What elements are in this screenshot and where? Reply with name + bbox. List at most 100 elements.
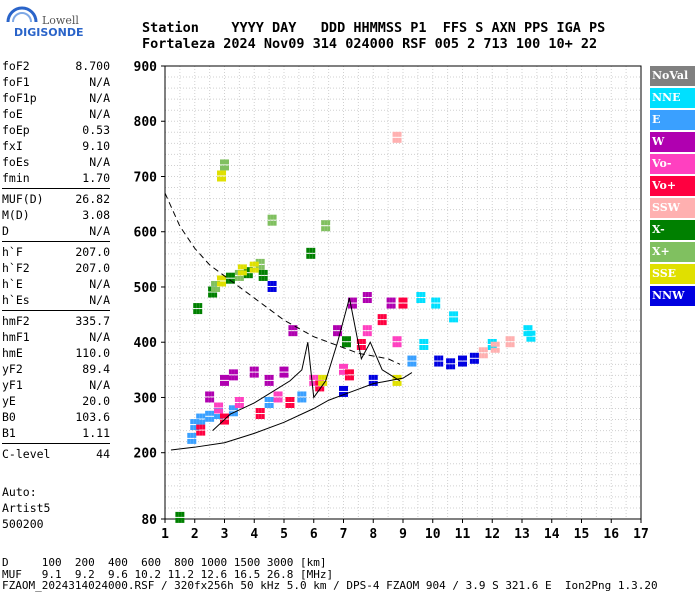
legend-item-x: X+ bbox=[650, 242, 695, 262]
param-name: foF1p bbox=[2, 91, 37, 105]
echo-point bbox=[217, 170, 221, 176]
echo-point bbox=[392, 342, 396, 348]
echo-point bbox=[324, 226, 328, 232]
echo-point bbox=[199, 303, 203, 309]
echo-point bbox=[425, 344, 429, 350]
echo-point bbox=[389, 303, 393, 309]
param-row: yF1 N/A bbox=[2, 377, 110, 393]
echo-point bbox=[217, 176, 221, 182]
echo-point bbox=[246, 267, 250, 273]
echo-point bbox=[434, 303, 438, 309]
echo-point bbox=[347, 336, 351, 342]
echo-point bbox=[214, 286, 218, 292]
echo-point bbox=[493, 341, 497, 347]
echo-point bbox=[202, 413, 206, 419]
echo-point bbox=[220, 176, 224, 182]
x-tick-label: 4 bbox=[250, 527, 258, 542]
param-row: D N/A bbox=[2, 223, 110, 239]
param-value: 110.0 bbox=[75, 346, 110, 360]
echo-point bbox=[449, 311, 453, 317]
echo-point bbox=[452, 364, 456, 370]
echo-point bbox=[217, 275, 221, 281]
echo-point bbox=[288, 396, 292, 402]
param-name: yF1 bbox=[2, 378, 23, 392]
echo-point bbox=[508, 342, 512, 348]
echo-point bbox=[240, 402, 244, 408]
echo-point bbox=[487, 338, 491, 344]
footer: D 100 200 400 600 800 1000 1500 3000 [km… bbox=[2, 557, 658, 592]
echo-point bbox=[350, 369, 354, 375]
echo-point bbox=[469, 358, 473, 364]
echo-point bbox=[392, 336, 396, 342]
echo-point bbox=[458, 361, 461, 367]
echo-point bbox=[321, 386, 325, 392]
echo-point bbox=[228, 369, 232, 375]
echo-point bbox=[419, 292, 423, 298]
param-name: foF1 bbox=[2, 75, 30, 89]
param-name: foEs bbox=[2, 155, 30, 169]
echo-point bbox=[345, 391, 348, 397]
echo-point bbox=[255, 372, 259, 378]
echo-point bbox=[493, 344, 497, 350]
echo-point bbox=[389, 297, 393, 303]
echo-point bbox=[211, 292, 215, 298]
echo-point bbox=[267, 396, 271, 402]
echo-point bbox=[199, 413, 203, 419]
echo-point bbox=[223, 419, 226, 425]
echo-point bbox=[383, 320, 387, 326]
echo-point bbox=[258, 408, 262, 414]
echo-point bbox=[490, 341, 494, 347]
param-value: N/A bbox=[89, 107, 110, 121]
echo-point bbox=[178, 517, 182, 523]
echo-point bbox=[223, 165, 226, 171]
param-value: N/A bbox=[89, 330, 110, 344]
echo-point bbox=[365, 292, 369, 298]
param-name: h`F bbox=[2, 245, 23, 259]
echo-point bbox=[452, 317, 456, 323]
echo-point bbox=[261, 275, 265, 281]
echo-point bbox=[234, 411, 238, 417]
echo-point bbox=[413, 361, 417, 367]
echo-point bbox=[196, 303, 200, 309]
echo-point bbox=[407, 361, 411, 367]
echo-point bbox=[261, 408, 265, 414]
param-name: hmF1 bbox=[2, 330, 30, 344]
echo-point bbox=[362, 325, 366, 331]
y-tick-label: 300 bbox=[134, 391, 158, 406]
logo-line2: DIGISONDE bbox=[14, 26, 84, 39]
param-value: 9.10 bbox=[82, 139, 110, 153]
echo-point bbox=[234, 269, 238, 275]
param-name: foE bbox=[2, 107, 23, 121]
echo-point bbox=[214, 414, 218, 420]
echo-point bbox=[475, 352, 479, 358]
echo-point bbox=[368, 298, 372, 304]
echo-point bbox=[392, 137, 396, 143]
echo-point bbox=[386, 297, 390, 303]
echo-point bbox=[365, 325, 369, 331]
echo-point bbox=[249, 273, 253, 279]
echo-point bbox=[344, 336, 348, 342]
param-row: hmE 110.0 bbox=[2, 345, 110, 361]
echo-point bbox=[333, 331, 337, 337]
echo-point bbox=[347, 375, 351, 381]
echo-point bbox=[211, 286, 215, 292]
echo-point bbox=[258, 275, 262, 281]
param-value: 103.6 bbox=[75, 410, 110, 424]
legend-item-noval: NoVal bbox=[650, 66, 695, 86]
echo-point bbox=[464, 361, 467, 367]
plot-frame bbox=[164, 65, 642, 520]
echo-point bbox=[214, 402, 218, 408]
echo-point bbox=[342, 369, 345, 375]
echo-point bbox=[395, 137, 399, 143]
echo-point bbox=[410, 355, 414, 361]
echo-point bbox=[383, 314, 387, 320]
echo-point bbox=[347, 369, 351, 375]
param-value: 1.11 bbox=[82, 426, 110, 440]
echo-point bbox=[255, 366, 259, 372]
param-name: foEp bbox=[2, 123, 30, 137]
echo-point bbox=[258, 269, 262, 275]
echo-point bbox=[276, 397, 280, 403]
echo-point bbox=[249, 267, 253, 273]
echo-point bbox=[380, 320, 384, 326]
